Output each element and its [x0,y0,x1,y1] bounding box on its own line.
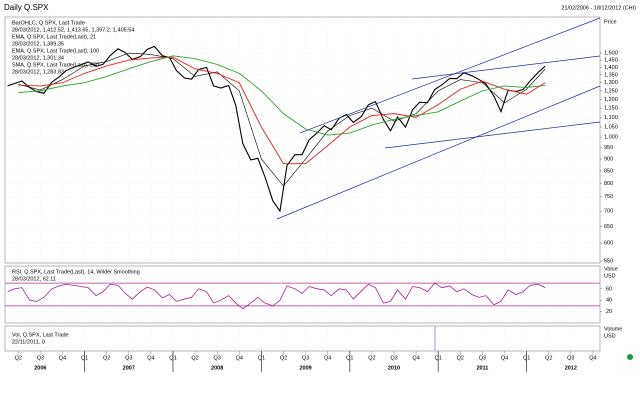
x-tick-label: Q3 [479,355,486,361]
legend-entry: RSI, Q.SPX, Last Trade(Last), 14, Wilder… [12,269,140,275]
y-tick-label: 40 [606,298,612,304]
x-tick-label: Q4 [589,355,596,361]
year-label: 2008 [211,365,223,371]
price-panel [4,16,601,264]
marks: Price 550 600 650 700 750 800 850 900 950 1,000 1,0… [5,17,622,372]
legend-entry: Vol, Q.SPX, Last Trade [12,332,69,338]
legend-entry: SMA, Q.SPX, Last Trade(Last), 250 [12,62,99,68]
year-label: 2010 [388,365,400,371]
series-line [18,52,546,187]
x-tick-label: Q3 [567,355,574,361]
x-tick-label: Q4 [59,355,66,361]
y-tick-label: 20 [606,309,612,315]
y-tick-label: 550 [604,259,613,265]
legend-entry: EMA, Q.SPX, Last Trade(Last), 100 [12,48,99,54]
legend-entry: EMA, Q.SPX, Last Trade(Last), 21 [12,34,96,40]
y-tick-label: 750 [604,194,613,200]
y-tick-label: 1,500 [604,51,618,57]
x-tick-label: Q2 [191,355,198,361]
axis-label: Value [604,266,618,272]
x-tick-label: Q4 [412,355,419,361]
series-line [7,45,546,213]
x-tick-label: Q2 [368,355,375,361]
x-tick-label: Q2 [545,355,552,361]
trend-line [276,85,601,220]
y-tick-label: 850 [604,168,613,174]
trend-line [299,17,601,134]
x-tick-label: Q4 [501,355,508,361]
y-tick-label: 1,100 [604,115,618,121]
axis-label: Volume [604,326,622,332]
rsi-panel [4,265,601,324]
year-label: 2011 [476,365,488,371]
y-tick-label: 60 [606,286,612,292]
y-tick-label: 1,400 [604,65,618,71]
y-tick-label: 1,350 [604,72,618,78]
x-tick-label: Q2 [457,355,464,361]
x-tick-label: Q3 [302,355,309,361]
year-label: 2007 [123,365,135,371]
legend-value: 28/03/2012, 62.11 [12,276,56,282]
legend-value: 22/11/2011, 0 [12,339,45,345]
legend-value: 28/03/2012, 1,412.52, 1,413.65, 1,397.2,… [12,27,134,33]
y-tick-label: 900 [604,156,613,162]
y-tick-label: 600 [604,241,613,247]
year-label: 2009 [299,365,311,371]
x-tick-label: Q4 [147,355,154,361]
series-line [18,56,546,165]
y-tick-label: 1,200 [604,97,618,103]
x-tick-label: Q3 [125,355,132,361]
chart-title: Daily Q.SPX [4,3,49,12]
x-tick-label: Q2 [103,355,110,361]
y-tick-label: 700 [604,209,613,215]
y-tick-label: 1,450 [604,58,618,64]
trend-line [411,55,601,80]
axis-label: Price [604,19,617,25]
y-tick-label: 1,250 [604,88,618,94]
series-line [18,55,546,136]
legend-entry: BarOHLC, Q.SPX, Last Trade [12,20,85,26]
status-dot [627,354,633,360]
y-tick-label: 800 [604,181,613,187]
axis-unit: USD [604,273,616,279]
x-tick-label: Q3 [390,355,397,361]
trend-lines [276,17,601,220]
volume-panel [4,325,601,352]
y-tick-label: 1,000 [604,135,618,141]
x-tick-label: Q4 [236,355,243,361]
legend-value: 28/03/2012, 1,301.34 [12,55,64,61]
legend-value: 28/03/2012, 1,389.35 [12,41,64,47]
x-tick-label: Q3 [37,355,44,361]
x-tick-label: Q4 [324,355,331,361]
series-line [7,282,546,310]
x-tick-label: Q2 [15,355,22,361]
x-tick-label: Q2 [280,355,287,361]
axis-unit: USD [604,333,616,339]
y-tick-label: 1,150 [604,106,618,112]
year-label: 2012 [565,365,577,371]
year-label: 2006 [34,365,46,371]
y-tick-label: 650 [604,224,613,230]
date-range: 21/02/2006 - 18/12/2012 (CHI) [561,5,636,11]
legend-value: 28/03/2012, 1,283.83 [12,69,64,75]
x-tick-label: Q3 [214,355,221,361]
y-tick-label: 950 [604,145,613,151]
y-tick-label: 1,050 [604,124,618,130]
y-tick-label: 1,300 [604,80,618,86]
trend-line [384,121,601,149]
